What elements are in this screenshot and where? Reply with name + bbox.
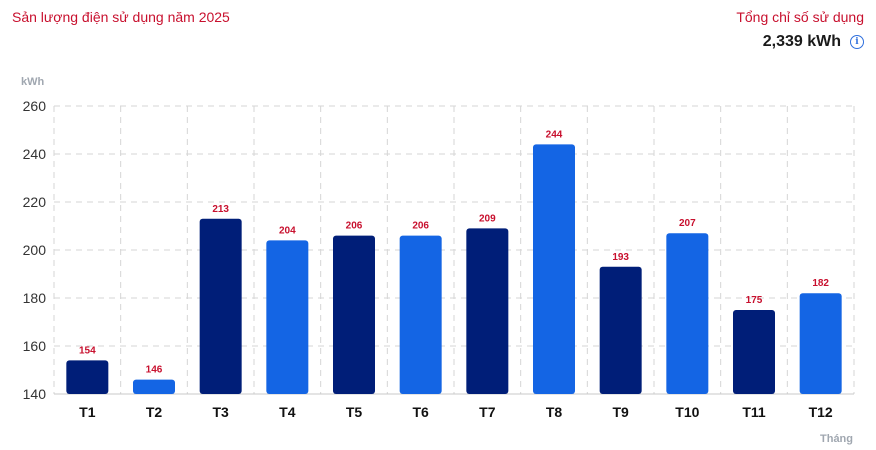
y-tick-label: 160: [23, 338, 47, 354]
bar-T6: [399, 235, 442, 394]
x-axis-label: Tháng: [820, 433, 853, 445]
data-label: 175: [746, 295, 763, 306]
data-label: 209: [479, 213, 496, 224]
y-tick-label: 240: [23, 146, 47, 162]
bar-T4: [266, 240, 309, 394]
x-tick-label: T10: [675, 404, 699, 420]
x-tick-label: T8: [546, 404, 563, 420]
y-tick-label: 260: [23, 98, 47, 114]
bar-T7: [466, 228, 509, 394]
x-tick-label: T5: [346, 404, 363, 420]
bar-T11: [733, 310, 775, 394]
bar-T12: [799, 293, 842, 394]
x-tick-label: T4: [279, 404, 296, 420]
data-label: 213: [212, 204, 229, 215]
data-label: 182: [812, 278, 829, 289]
chart-title: Sản lượng điện sử dụng năm 2025: [12, 9, 230, 25]
x-tick-label: T7: [479, 404, 496, 420]
bar-T1: [66, 360, 109, 394]
y-tick-label: 140: [23, 386, 47, 402]
x-tick-label: T1: [79, 404, 96, 420]
x-tick-label: T11: [742, 404, 766, 420]
bar-T2: [133, 379, 175, 394]
data-label: 244: [546, 129, 563, 140]
bar-T5: [333, 235, 375, 394]
x-tick-label: T9: [612, 404, 629, 420]
total-usage-label: Tổng chỉ số sử dụng: [736, 9, 864, 25]
y-axis-label: kWh: [21, 76, 45, 88]
bar-T9: [599, 266, 642, 394]
y-tick-label: 220: [23, 194, 47, 210]
data-label: 206: [412, 221, 429, 232]
x-tick-label: T2: [146, 404, 163, 420]
x-tick-label: T6: [412, 404, 429, 420]
y-tick-label: 180: [23, 290, 47, 306]
data-label: 154: [79, 345, 96, 356]
bar-T10: [666, 233, 709, 394]
x-tick-label: T3: [212, 404, 229, 420]
data-label: 206: [346, 221, 363, 232]
info-icon[interactable]: i: [850, 35, 864, 49]
total-usage-value: 2,339 kWh: [762, 33, 841, 50]
data-label: 204: [279, 225, 296, 236]
data-label: 193: [612, 252, 629, 263]
y-tick-label: 200: [23, 242, 47, 258]
data-label: 207: [679, 218, 696, 229]
x-tick-label: T12: [809, 404, 833, 420]
data-label: 146: [146, 365, 163, 376]
bar-T8: [533, 144, 575, 394]
bar-T3: [199, 218, 242, 394]
total-usage-row: 2,339 kWh i: [763, 33, 864, 51]
